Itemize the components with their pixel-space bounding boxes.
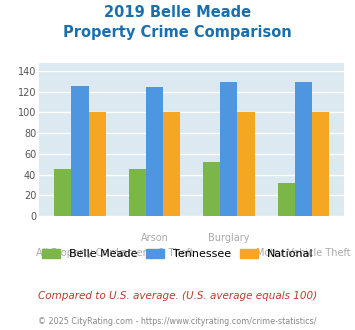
Text: Burglary: Burglary <box>208 233 250 243</box>
Text: Property Crime Comparison: Property Crime Comparison <box>63 25 292 40</box>
Bar <box>295 82 312 216</box>
Bar <box>203 162 220 216</box>
Bar <box>312 113 329 216</box>
Text: All Property Crime: All Property Crime <box>36 248 124 258</box>
Text: Arson: Arson <box>141 233 168 243</box>
Bar <box>220 82 237 216</box>
Text: Compared to U.S. average. (U.S. average equals 100): Compared to U.S. average. (U.S. average … <box>38 291 317 301</box>
Text: Motor Vehicle Theft: Motor Vehicle Theft <box>256 248 351 258</box>
Text: Larceny & Theft: Larceny & Theft <box>116 248 193 258</box>
Bar <box>163 113 180 216</box>
Legend: Belle Meade, Tennessee, National: Belle Meade, Tennessee, National <box>38 244 317 263</box>
Bar <box>278 183 295 216</box>
Bar <box>88 113 106 216</box>
Text: 2019 Belle Meade: 2019 Belle Meade <box>104 5 251 20</box>
Text: © 2025 CityRating.com - https://www.cityrating.com/crime-statistics/: © 2025 CityRating.com - https://www.city… <box>38 317 317 326</box>
Bar <box>146 86 163 216</box>
Bar <box>237 113 255 216</box>
Bar <box>54 170 71 216</box>
Bar <box>71 85 88 216</box>
Bar <box>129 170 146 216</box>
